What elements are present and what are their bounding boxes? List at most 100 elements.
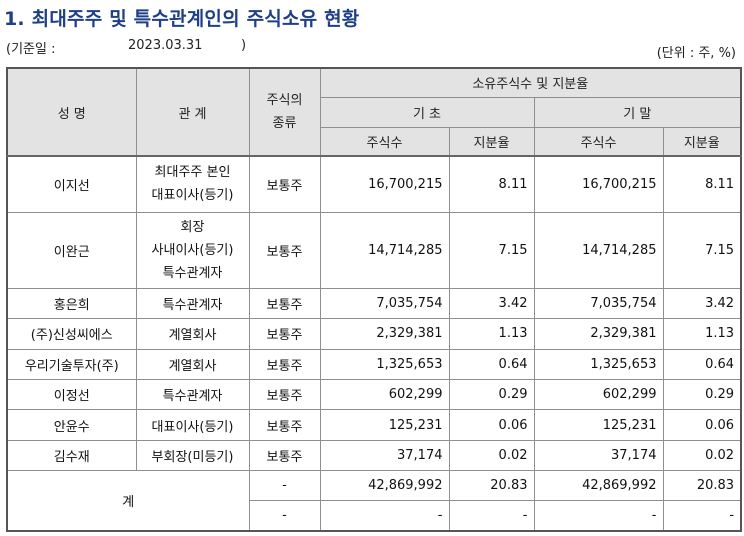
- total-label: 계: [6, 470, 250, 533]
- total-end-ratio: 20.83: [662, 470, 743, 502]
- total-begin-shares: -: [319, 500, 450, 533]
- total-end-shares: 42,869,992: [533, 470, 664, 502]
- begin-shares: 37,174: [319, 440, 450, 472]
- header-relation: 관 계: [135, 67, 250, 157]
- total-begin-ratio: -: [448, 500, 535, 533]
- begin-shares: 125,231: [319, 409, 450, 442]
- table-row: 이지선 최대주주 본인 대표이사(등기) 보통주 16,700,215 8.11…: [6, 155, 743, 213]
- header-ownership: 소유주식수 및 지분율: [319, 67, 743, 98]
- stock-type: 보통주: [248, 440, 321, 472]
- total-begin-ratio: 20.83: [448, 470, 535, 502]
- stock-type: 보통주: [248, 317, 321, 351]
- header-stock-type: 주식의 종류: [248, 67, 321, 157]
- begin-ratio: 7.15: [448, 211, 535, 289]
- total-stock-type: -: [248, 500, 321, 533]
- relation-line: 사내이사(등기): [151, 242, 234, 258]
- table-row: 이정선 특수관계자 보통주 602,299 0.29 602,299 0.29: [6, 379, 743, 411]
- holder-name: 홍은희: [6, 287, 137, 319]
- end-shares: 125,231: [533, 409, 664, 442]
- end-shares: 14,714,285: [533, 211, 664, 289]
- header-stock-type-line1: 주식의: [266, 93, 303, 108]
- end-ratio: 0.29: [662, 379, 743, 411]
- end-shares: 2,329,381: [533, 317, 664, 351]
- holder-name: 이정선: [6, 379, 137, 411]
- begin-ratio: 3.42: [448, 287, 535, 319]
- holder-relation: 최대주주 본인 대표이사(등기): [135, 155, 250, 213]
- holder-relation: 특수관계자: [135, 287, 250, 319]
- holder-relation: 계열회사: [135, 317, 250, 351]
- end-shares: 7,035,754: [533, 287, 664, 319]
- stock-type: 보통주: [248, 287, 321, 319]
- header-begin-ratio: 지분율: [448, 126, 535, 157]
- begin-ratio: 0.29: [448, 379, 535, 411]
- table-row: 홍은희 특수관계자 보통주 7,035,754 3.42 7,035,754 3…: [6, 287, 743, 319]
- begin-shares: 16,700,215: [319, 155, 450, 213]
- section-title: 1. 최대주주 및 특수관계인의 주식소유 현황: [4, 8, 360, 30]
- table-row: (주)신성씨에스 계열회사 보통주 2,329,381 1.13 2,329,3…: [6, 317, 743, 351]
- stock-type: 보통주: [248, 211, 321, 289]
- holder-name: 안윤수: [6, 409, 137, 442]
- holder-relation: 대표이사(등기): [135, 409, 250, 442]
- total-row: 계 - 42,869,992 20.83 42,869,992 20.83: [6, 470, 743, 533]
- begin-shares: 14,714,285: [319, 211, 450, 289]
- relation-line: 회장: [180, 219, 205, 235]
- table-row: 우리기술투자(주) 계열회사 보통주 1,325,653 0.64 1,325,…: [6, 348, 743, 381]
- begin-shares: 602,299: [319, 379, 450, 411]
- shareholding-table: 성 명 관 계 주식의 종류 소유주식수 및 지분율 기 초 기 말 주식수 지…: [6, 67, 743, 533]
- holder-relation: 계열회사: [135, 348, 250, 381]
- begin-ratio: 0.06: [448, 409, 535, 442]
- header-name: 성 명: [6, 67, 137, 157]
- stock-type: 보통주: [248, 348, 321, 381]
- end-ratio: 0.02: [662, 440, 743, 472]
- begin-ratio: 1.13: [448, 317, 535, 351]
- begin-shares: 2,329,381: [319, 317, 450, 351]
- begin-shares: 7,035,754: [319, 287, 450, 319]
- holder-relation: 회장 사내이사(등기) 특수관계자: [135, 211, 250, 289]
- holder-name: 이완근: [6, 211, 137, 289]
- stock-type: 보통주: [248, 155, 321, 213]
- end-ratio: 1.13: [662, 317, 743, 351]
- stock-type: 보통주: [248, 379, 321, 411]
- header-stock-type-line2: 종류: [272, 116, 297, 131]
- table-row: 김수재 부회장(미등기) 보통주 37,174 0.02 37,174 0.02: [6, 440, 743, 472]
- begin-ratio: 0.02: [448, 440, 535, 472]
- total-end-shares: -: [533, 500, 664, 533]
- begin-ratio: 0.64: [448, 348, 535, 381]
- holder-name: 김수재: [6, 440, 137, 472]
- header-begin-shares: 주식수: [319, 126, 450, 157]
- stock-type: 보통주: [248, 409, 321, 442]
- end-ratio: 8.11: [662, 155, 743, 213]
- relation-line: 특수관계자: [162, 265, 223, 281]
- holder-relation: 부회장(미등기): [135, 440, 250, 472]
- holder-relation: 특수관계자: [135, 379, 250, 411]
- header-end: 기 말: [533, 96, 743, 128]
- end-ratio: 0.64: [662, 348, 743, 381]
- header-end-shares: 주식수: [533, 126, 664, 157]
- end-shares: 1,325,653: [533, 348, 664, 381]
- end-shares: 602,299: [533, 379, 664, 411]
- total-row: - - - - -: [7, 500, 743, 533]
- holder-name: 이지선: [6, 155, 137, 213]
- total-begin-shares: 42,869,992: [319, 470, 450, 502]
- end-shares: 16,700,215: [533, 155, 664, 213]
- base-date-label: (기준일 :: [6, 42, 56, 57]
- header-begin: 기 초: [319, 96, 535, 128]
- begin-shares: 1,325,653: [319, 348, 450, 381]
- table-row: 이완근 회장 사내이사(등기) 특수관계자 보통주 14,714,285 7.1…: [6, 211, 743, 289]
- end-ratio: 3.42: [662, 287, 743, 319]
- unit-note: (단위 : 주, %): [656, 46, 736, 61]
- end-ratio: 0.06: [662, 409, 743, 442]
- header-end-ratio: 지분율: [662, 126, 743, 157]
- total-stock-type: -: [248, 470, 321, 502]
- table-row: 안윤수 대표이사(등기) 보통주 125,231 0.06 125,231 0.…: [6, 409, 743, 442]
- end-ratio: 7.15: [662, 211, 743, 289]
- relation-line: 최대주주 본인: [154, 165, 231, 181]
- begin-ratio: 8.11: [448, 155, 535, 213]
- total-end-ratio: -: [662, 500, 743, 533]
- end-shares: 37,174: [533, 440, 664, 472]
- relation-line: 대표이사(등기): [151, 188, 234, 204]
- base-date-value: 2023.03.31: [128, 38, 203, 53]
- holder-name: 우리기술투자(주): [6, 348, 137, 381]
- holder-name: (주)신성씨에스: [6, 317, 137, 351]
- base-date-close: ): [241, 38, 247, 53]
